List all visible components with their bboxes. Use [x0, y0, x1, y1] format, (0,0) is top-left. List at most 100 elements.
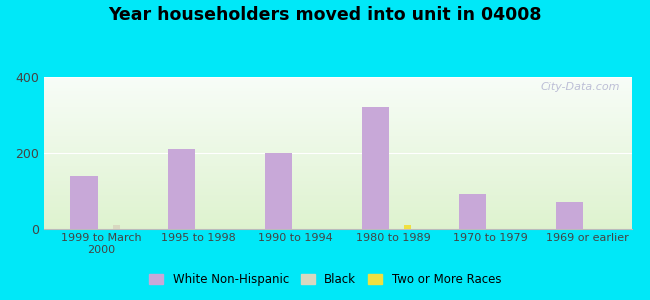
Bar	[44, 193, 632, 194]
Bar	[44, 138, 632, 139]
Bar	[44, 166, 632, 167]
Bar	[44, 206, 632, 207]
Bar	[44, 139, 632, 140]
Bar	[44, 92, 632, 93]
Bar	[44, 106, 632, 107]
Bar	[44, 105, 632, 106]
Bar	[44, 228, 632, 229]
Bar	[44, 197, 632, 198]
Bar	[44, 141, 632, 142]
Bar	[44, 115, 632, 116]
Bar	[44, 183, 632, 184]
Bar	[44, 114, 632, 115]
Bar	[44, 119, 632, 120]
Text: City-Data.com: City-Data.com	[541, 82, 620, 92]
Bar	[44, 173, 632, 174]
Bar	[44, 100, 632, 101]
Bar	[44, 152, 632, 153]
Bar	[44, 113, 632, 114]
Bar	[556, 202, 583, 229]
Bar	[44, 175, 632, 176]
Bar	[44, 222, 632, 223]
Bar	[44, 130, 632, 131]
Bar	[44, 125, 632, 126]
Bar	[44, 211, 632, 212]
Bar	[44, 133, 632, 134]
Bar	[44, 208, 632, 209]
Bar	[44, 176, 632, 177]
Bar	[44, 101, 632, 102]
Bar	[44, 200, 632, 201]
Bar	[44, 94, 632, 95]
Bar	[44, 213, 632, 214]
Bar	[44, 104, 632, 105]
Bar	[44, 108, 632, 109]
Bar	[44, 149, 632, 150]
Bar	[459, 194, 486, 229]
Bar	[44, 121, 632, 122]
Bar	[44, 88, 632, 89]
Bar	[44, 143, 632, 144]
Bar	[44, 217, 632, 218]
Bar	[44, 178, 632, 179]
Bar	[112, 225, 120, 229]
Bar	[265, 153, 292, 229]
Bar	[44, 164, 632, 165]
Bar	[44, 85, 632, 86]
Bar	[44, 150, 632, 151]
Bar	[44, 181, 632, 182]
Bar	[44, 99, 632, 100]
Bar	[44, 151, 632, 152]
Bar	[44, 218, 632, 219]
Bar	[44, 127, 632, 128]
Bar	[44, 223, 632, 224]
Bar	[44, 163, 632, 164]
Bar	[44, 167, 632, 168]
Bar	[44, 205, 632, 206]
Bar	[44, 182, 632, 183]
Bar	[44, 227, 632, 228]
Bar	[44, 174, 632, 175]
Bar	[70, 176, 98, 229]
Bar	[44, 79, 632, 80]
Bar	[44, 169, 632, 170]
Bar	[44, 225, 632, 226]
Bar	[44, 117, 632, 118]
Bar	[44, 111, 632, 112]
Bar	[44, 131, 632, 132]
Bar	[44, 194, 632, 195]
Bar	[44, 186, 632, 187]
Bar	[44, 158, 632, 159]
Bar	[44, 192, 632, 193]
Bar	[44, 147, 632, 148]
Bar	[44, 142, 632, 143]
Bar	[44, 190, 632, 191]
Bar	[44, 170, 632, 171]
Bar	[44, 161, 632, 162]
Bar	[44, 80, 632, 81]
Bar	[44, 214, 632, 215]
Bar	[44, 116, 632, 117]
Bar	[44, 220, 632, 221]
Bar	[44, 81, 632, 82]
Legend: White Non-Hispanic, Black, Two or More Races: White Non-Hispanic, Black, Two or More R…	[144, 269, 506, 291]
Bar	[168, 149, 195, 229]
Bar	[44, 165, 632, 166]
Bar	[44, 162, 632, 163]
Bar	[44, 189, 632, 190]
Bar	[44, 160, 632, 161]
Bar	[44, 137, 632, 138]
Bar	[44, 172, 632, 173]
Bar	[44, 144, 632, 145]
Bar	[44, 212, 632, 213]
Bar	[44, 171, 632, 172]
Bar	[44, 156, 632, 157]
Bar	[44, 201, 632, 202]
Bar	[44, 184, 632, 185]
Bar	[44, 91, 632, 92]
Bar	[44, 122, 632, 123]
Bar	[44, 195, 632, 196]
Bar	[44, 224, 632, 225]
Bar	[44, 90, 632, 91]
Bar	[44, 145, 632, 146]
